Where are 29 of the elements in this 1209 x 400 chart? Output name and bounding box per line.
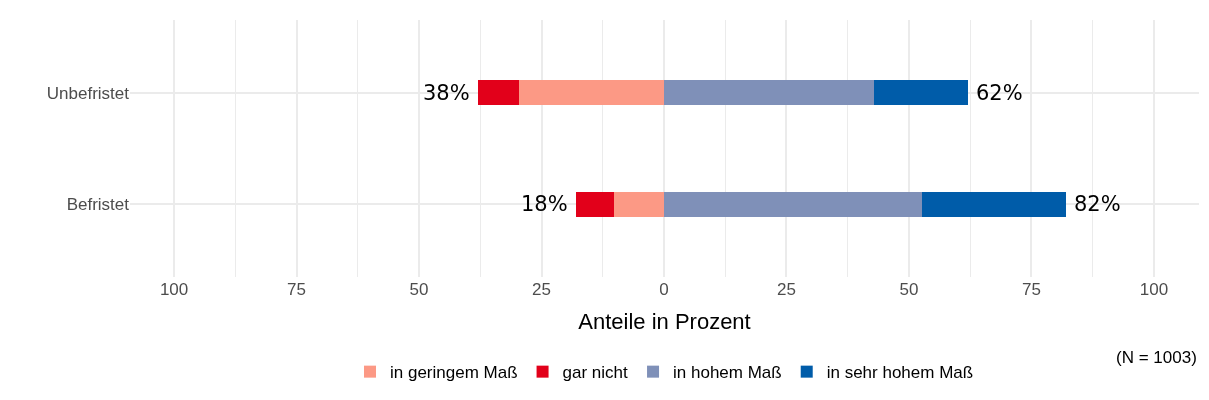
text: (N = 1003) bbox=[1116, 348, 1197, 367]
annotation: 82% bbox=[1074, 192, 1121, 216]
x-tick-label: 100 bbox=[1139, 280, 1169, 299]
bar bbox=[478, 80, 519, 105]
x-axis-title: Anteile in Prozent bbox=[578, 308, 751, 334]
bar bbox=[664, 80, 874, 105]
bar bbox=[614, 192, 664, 217]
bar bbox=[576, 192, 614, 217]
x-tick-label: 0 bbox=[659, 280, 669, 299]
annotation: 38% bbox=[423, 81, 470, 105]
legend-label: gar nicht bbox=[562, 363, 629, 383]
legend-label: in geringem Maß bbox=[390, 363, 518, 383]
annotation: 18% bbox=[521, 192, 568, 216]
y-tick-label: Befristet bbox=[66, 195, 130, 215]
x-tick-label: 25 bbox=[777, 280, 796, 299]
y-tick-label: Unbefristet bbox=[46, 83, 130, 103]
bar bbox=[519, 80, 664, 105]
x-tick-label: 75 bbox=[1021, 280, 1041, 299]
x-tick-label: 25 bbox=[532, 280, 551, 299]
x-tick-label: 50 bbox=[899, 280, 919, 299]
legend-label: in sehr hohem Maß bbox=[826, 363, 974, 383]
bar bbox=[874, 80, 968, 105]
legend-label: in hohem Maß bbox=[673, 363, 782, 383]
bar bbox=[922, 192, 1066, 217]
x-tick-label: 100 bbox=[159, 280, 189, 299]
bar bbox=[664, 192, 922, 217]
x-tick-label: 75 bbox=[287, 280, 307, 299]
x-tick-label: 50 bbox=[409, 280, 429, 299]
annotation: 62% bbox=[976, 81, 1023, 105]
